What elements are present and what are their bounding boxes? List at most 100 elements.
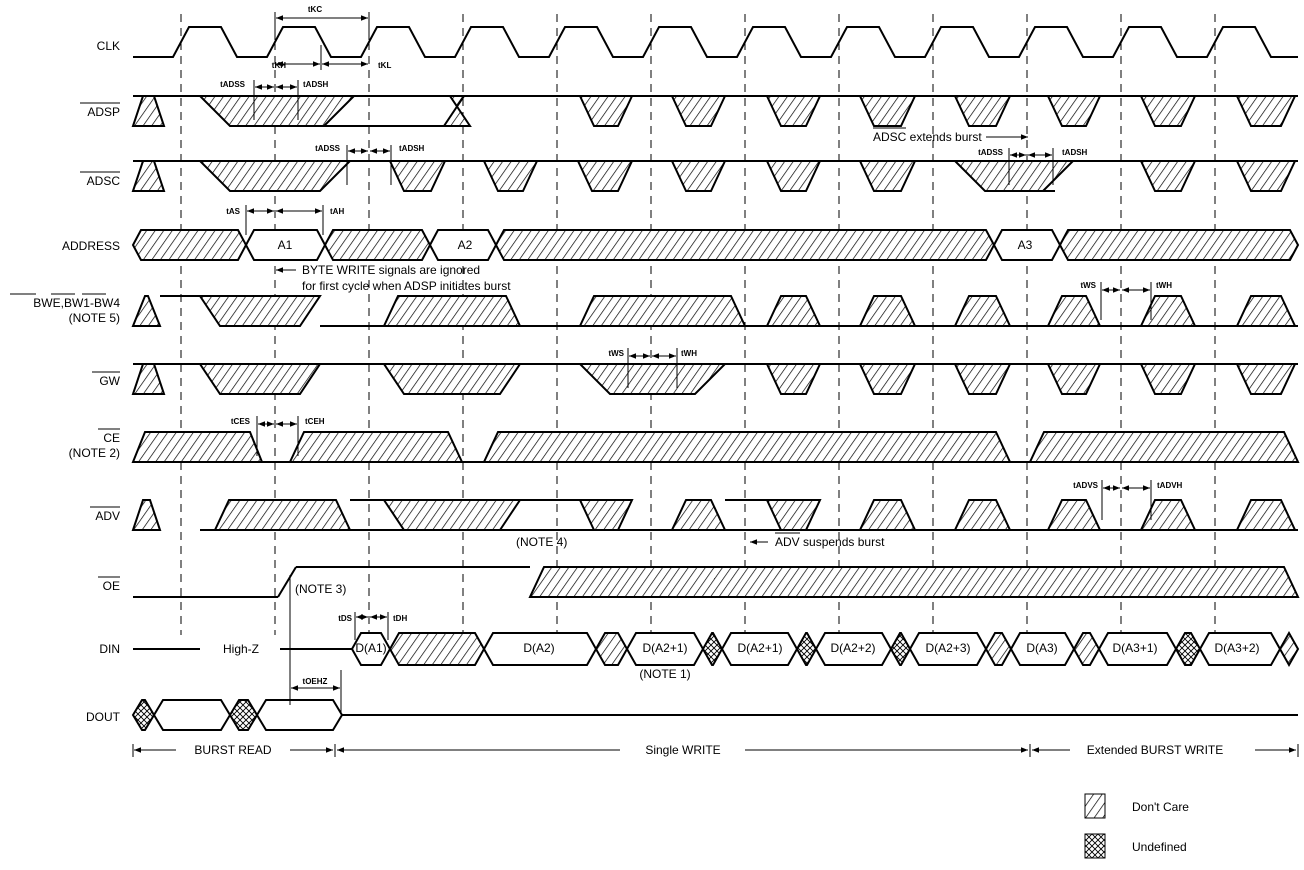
bwe-block-4 bbox=[858, 295, 917, 327]
ce-block-4 bbox=[1028, 431, 1300, 463]
burst-read-label: BURST READ bbox=[194, 743, 271, 757]
toehz-label: tOEHZ bbox=[303, 677, 328, 686]
tceh-label: tCEH bbox=[305, 417, 325, 426]
adsp-dip-7 bbox=[1046, 95, 1102, 127]
din-bus: High-Z D(A1) D(A2) D(A2+1) D(A2+1) D(A2+2) D(A… bbox=[223, 630, 1300, 668]
bwe-block-3 bbox=[765, 295, 822, 327]
dout-data-1 bbox=[152, 699, 232, 731]
bwe-dip-1 bbox=[198, 295, 322, 327]
gw-label: GW bbox=[99, 374, 120, 388]
single-write-label: Single WRITE bbox=[645, 743, 720, 757]
address-segment-0 bbox=[131, 229, 248, 261]
din-segment-9 bbox=[889, 632, 912, 666]
tws-label-1: tWS bbox=[1080, 281, 1096, 290]
din-highz: High-Z bbox=[223, 642, 259, 656]
bwe-block-8 bbox=[1235, 295, 1297, 327]
address-segment-2 bbox=[323, 229, 432, 261]
din-value-0: D(A1) bbox=[355, 641, 386, 655]
bwe-label: BWE,BW1-BW4 bbox=[33, 296, 120, 310]
adsp-dip-1 bbox=[197, 95, 357, 127]
address-a2: A2 bbox=[458, 238, 473, 252]
extended-burst-write-label: Extended BURST WRITE bbox=[1087, 743, 1224, 757]
bwe-start-block bbox=[131, 295, 162, 327]
adsc-dip-5 bbox=[670, 160, 727, 192]
adv-suspends-signal: ADV bbox=[775, 535, 800, 549]
din-segment-17 bbox=[1278, 630, 1300, 668]
din-value-1: D(A2) bbox=[523, 641, 554, 655]
adsp-start-block bbox=[131, 95, 166, 127]
tkc-label: tKC bbox=[308, 5, 322, 14]
bwe-label-c: BW1 bbox=[64, 296, 90, 310]
adv-block-5 bbox=[1046, 499, 1102, 531]
oe-rise bbox=[277, 566, 297, 598]
adv-label: ADV bbox=[95, 509, 120, 523]
din-value-8: D(A3+2) bbox=[1214, 641, 1259, 655]
din-segment-13 bbox=[1072, 632, 1101, 666]
address-bus: A1 A2 A3 bbox=[131, 229, 1300, 261]
adsc-dip-7 bbox=[858, 160, 917, 192]
tws-label-2: tWS bbox=[608, 349, 624, 358]
adv-block-2 bbox=[670, 499, 727, 531]
clk-waveform bbox=[133, 26, 1298, 58]
adsc-extends-text: extends burst bbox=[906, 130, 982, 144]
dont-care-label: Don't Care bbox=[1132, 800, 1189, 814]
address-segment-4 bbox=[494, 229, 996, 261]
ce-block-3 bbox=[482, 431, 1012, 463]
adsp-dip-9 bbox=[1235, 95, 1297, 127]
oe-dontcare-block bbox=[528, 566, 1300, 598]
adsc-dip-4 bbox=[576, 160, 634, 192]
gw-dip-8 bbox=[1139, 363, 1197, 395]
annotations: ADSC extends burst BYTE WRITE signals ar… bbox=[276, 127, 1028, 681]
adv-start-block bbox=[131, 499, 162, 531]
adsp-dip-2 bbox=[578, 95, 634, 127]
adsp-dip-4 bbox=[765, 95, 822, 127]
din-segment-11 bbox=[984, 632, 1013, 666]
adv-suspends-burst: ADV suspends burst bbox=[775, 535, 885, 549]
tas-label: tAS bbox=[226, 207, 240, 216]
signal-labels: CLK ADSP ADSC ADDRESS BWE,BW1-BW4 (NOTE … bbox=[10, 39, 121, 724]
din-segment-3 bbox=[594, 632, 629, 666]
din-segment-7 bbox=[795, 632, 818, 666]
ce-block-1 bbox=[131, 431, 264, 463]
tadvs-label: tADVS bbox=[1073, 481, 1099, 490]
ce-block-2 bbox=[288, 431, 464, 463]
adsp-dip-3 bbox=[670, 95, 727, 127]
adsc-dip-1 bbox=[197, 160, 353, 192]
adsc-dip-3 bbox=[482, 160, 539, 192]
adv-block-4 bbox=[953, 499, 1012, 531]
clk-label: CLK bbox=[97, 39, 120, 53]
din-segment-15 bbox=[1174, 632, 1202, 666]
din-segment-5 bbox=[701, 632, 724, 666]
adsp-dip-6 bbox=[953, 95, 1012, 127]
gw-dip-6 bbox=[953, 363, 1012, 395]
bwe-block-6 bbox=[1046, 295, 1102, 327]
twh-label-1: tWH bbox=[1156, 281, 1172, 290]
bwe-label-e: BW4 bbox=[94, 296, 120, 310]
bwe-block-7 bbox=[1139, 295, 1197, 327]
tadss-label-2: tADSS bbox=[315, 144, 341, 153]
dout-undefined-2 bbox=[228, 699, 259, 731]
adsc-dip-tail-1 bbox=[1235, 160, 1297, 192]
din-label: DIN bbox=[99, 642, 120, 656]
din-value-4: D(A2+2) bbox=[830, 641, 875, 655]
dout-data-2 bbox=[255, 699, 344, 731]
adsc-start-block bbox=[131, 160, 166, 192]
adsc-dip-2 bbox=[388, 160, 447, 192]
bwe-label-b: , bbox=[61, 296, 64, 310]
undefined-swatch bbox=[1084, 833, 1106, 859]
tah-label: tAH bbox=[330, 207, 344, 216]
phase-bar: BURST READ Single WRITE Extended BURST W… bbox=[132, 743, 1299, 757]
tadss-label-3: tADSS bbox=[978, 148, 1004, 157]
adsp-dip-8 bbox=[1139, 95, 1197, 127]
tds-label: tDS bbox=[338, 614, 352, 623]
adsp-label: ADSP bbox=[87, 105, 120, 119]
gw-start-block bbox=[131, 363, 166, 395]
gw-dip-4 bbox=[765, 363, 822, 395]
address-a3: A3 bbox=[1018, 238, 1033, 252]
tadss-label-1: tADSS bbox=[220, 80, 246, 89]
adv-suspends-text: suspends burst bbox=[800, 535, 885, 549]
din-segment-1 bbox=[388, 632, 486, 666]
tkh-label: tKH bbox=[272, 61, 286, 70]
din-value-5: D(A2+3) bbox=[925, 641, 970, 655]
